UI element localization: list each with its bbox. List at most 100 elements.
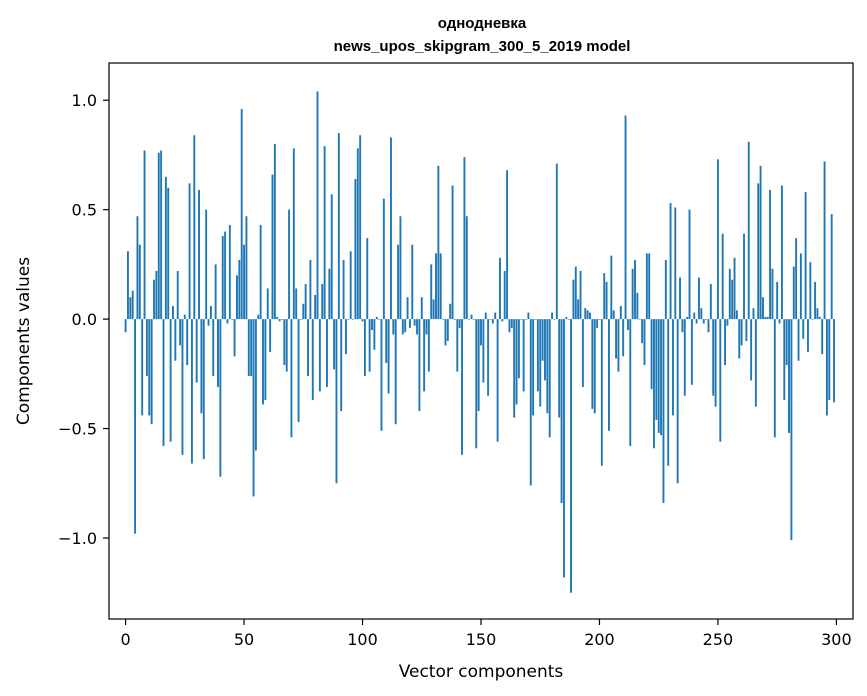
bar [522, 319, 525, 392]
bar [572, 279, 575, 320]
bar [264, 319, 267, 401]
bar [811, 319, 814, 320]
bar [285, 319, 288, 372]
bar [314, 295, 317, 320]
bar [461, 319, 463, 455]
bar [399, 216, 402, 320]
bar [423, 319, 426, 392]
bar [667, 319, 670, 466]
bar [823, 161, 826, 320]
bar [127, 251, 129, 320]
bar [515, 319, 518, 405]
bar [529, 319, 532, 486]
bar [674, 207, 677, 320]
bar [790, 319, 793, 541]
bar [527, 312, 530, 320]
bar [795, 238, 798, 320]
bar [740, 319, 743, 346]
bar [712, 319, 715, 396]
bar [330, 194, 333, 320]
bar [769, 189, 772, 320]
bar [508, 319, 511, 333]
chart-title: однодневка [438, 15, 527, 32]
bar [726, 319, 729, 326]
bar [288, 209, 291, 320]
bar [534, 319, 537, 320]
bar [468, 319, 471, 320]
bar [494, 312, 497, 320]
bar [179, 319, 182, 346]
bar [397, 244, 400, 320]
bar [596, 319, 599, 328]
bar [164, 176, 167, 320]
y-tick-label: 1.0 [72, 91, 97, 110]
bar [233, 319, 236, 357]
bar [536, 319, 539, 392]
bar [610, 255, 613, 320]
bar [257, 314, 260, 320]
bar [738, 319, 741, 359]
bar [157, 152, 160, 320]
bar [731, 279, 734, 320]
bar [754, 319, 757, 407]
bar [446, 319, 449, 341]
bar [278, 319, 281, 322]
bar [449, 303, 452, 320]
bar [408, 319, 411, 328]
x-tick-label: 0 [120, 630, 130, 649]
bar [634, 260, 636, 320]
bar [565, 316, 568, 320]
bar [643, 319, 646, 366]
bar [202, 319, 205, 460]
bar [752, 308, 755, 320]
bar [477, 319, 480, 412]
bar [681, 319, 684, 333]
bar [773, 319, 776, 438]
bar [491, 319, 494, 324]
bar [172, 305, 174, 320]
bar [821, 319, 824, 355]
bar [525, 319, 527, 320]
bar [792, 266, 795, 320]
bar [368, 319, 371, 372]
bar [650, 319, 653, 390]
bar [541, 319, 544, 361]
bar [626, 319, 629, 331]
bar [453, 319, 456, 320]
bar [797, 319, 800, 361]
bar [629, 319, 632, 447]
bar [124, 319, 127, 333]
bar [390, 137, 392, 320]
bar [259, 224, 262, 320]
bar [603, 273, 606, 320]
bar [709, 284, 712, 320]
bar [608, 319, 610, 431]
bar [380, 319, 383, 431]
bar [245, 216, 248, 320]
bar [439, 253, 442, 320]
bar [600, 319, 603, 466]
bar [487, 319, 490, 396]
bar [619, 305, 622, 320]
bar [295, 288, 298, 320]
bar [816, 308, 819, 320]
bar [480, 319, 482, 346]
bar [427, 319, 430, 372]
bar [250, 319, 253, 377]
bar [693, 312, 696, 320]
bar [418, 319, 421, 412]
bar [783, 319, 786, 401]
x-tick-label: 100 [347, 630, 378, 649]
bar [176, 270, 179, 320]
bar [283, 319, 286, 366]
bar [513, 319, 516, 418]
bar [669, 203, 672, 320]
bar [416, 319, 418, 335]
bar [714, 319, 717, 407]
bar [254, 319, 257, 451]
bar [169, 319, 172, 442]
bar [780, 185, 783, 320]
bar [425, 319, 428, 335]
y-tick-label: 0.5 [72, 201, 97, 220]
